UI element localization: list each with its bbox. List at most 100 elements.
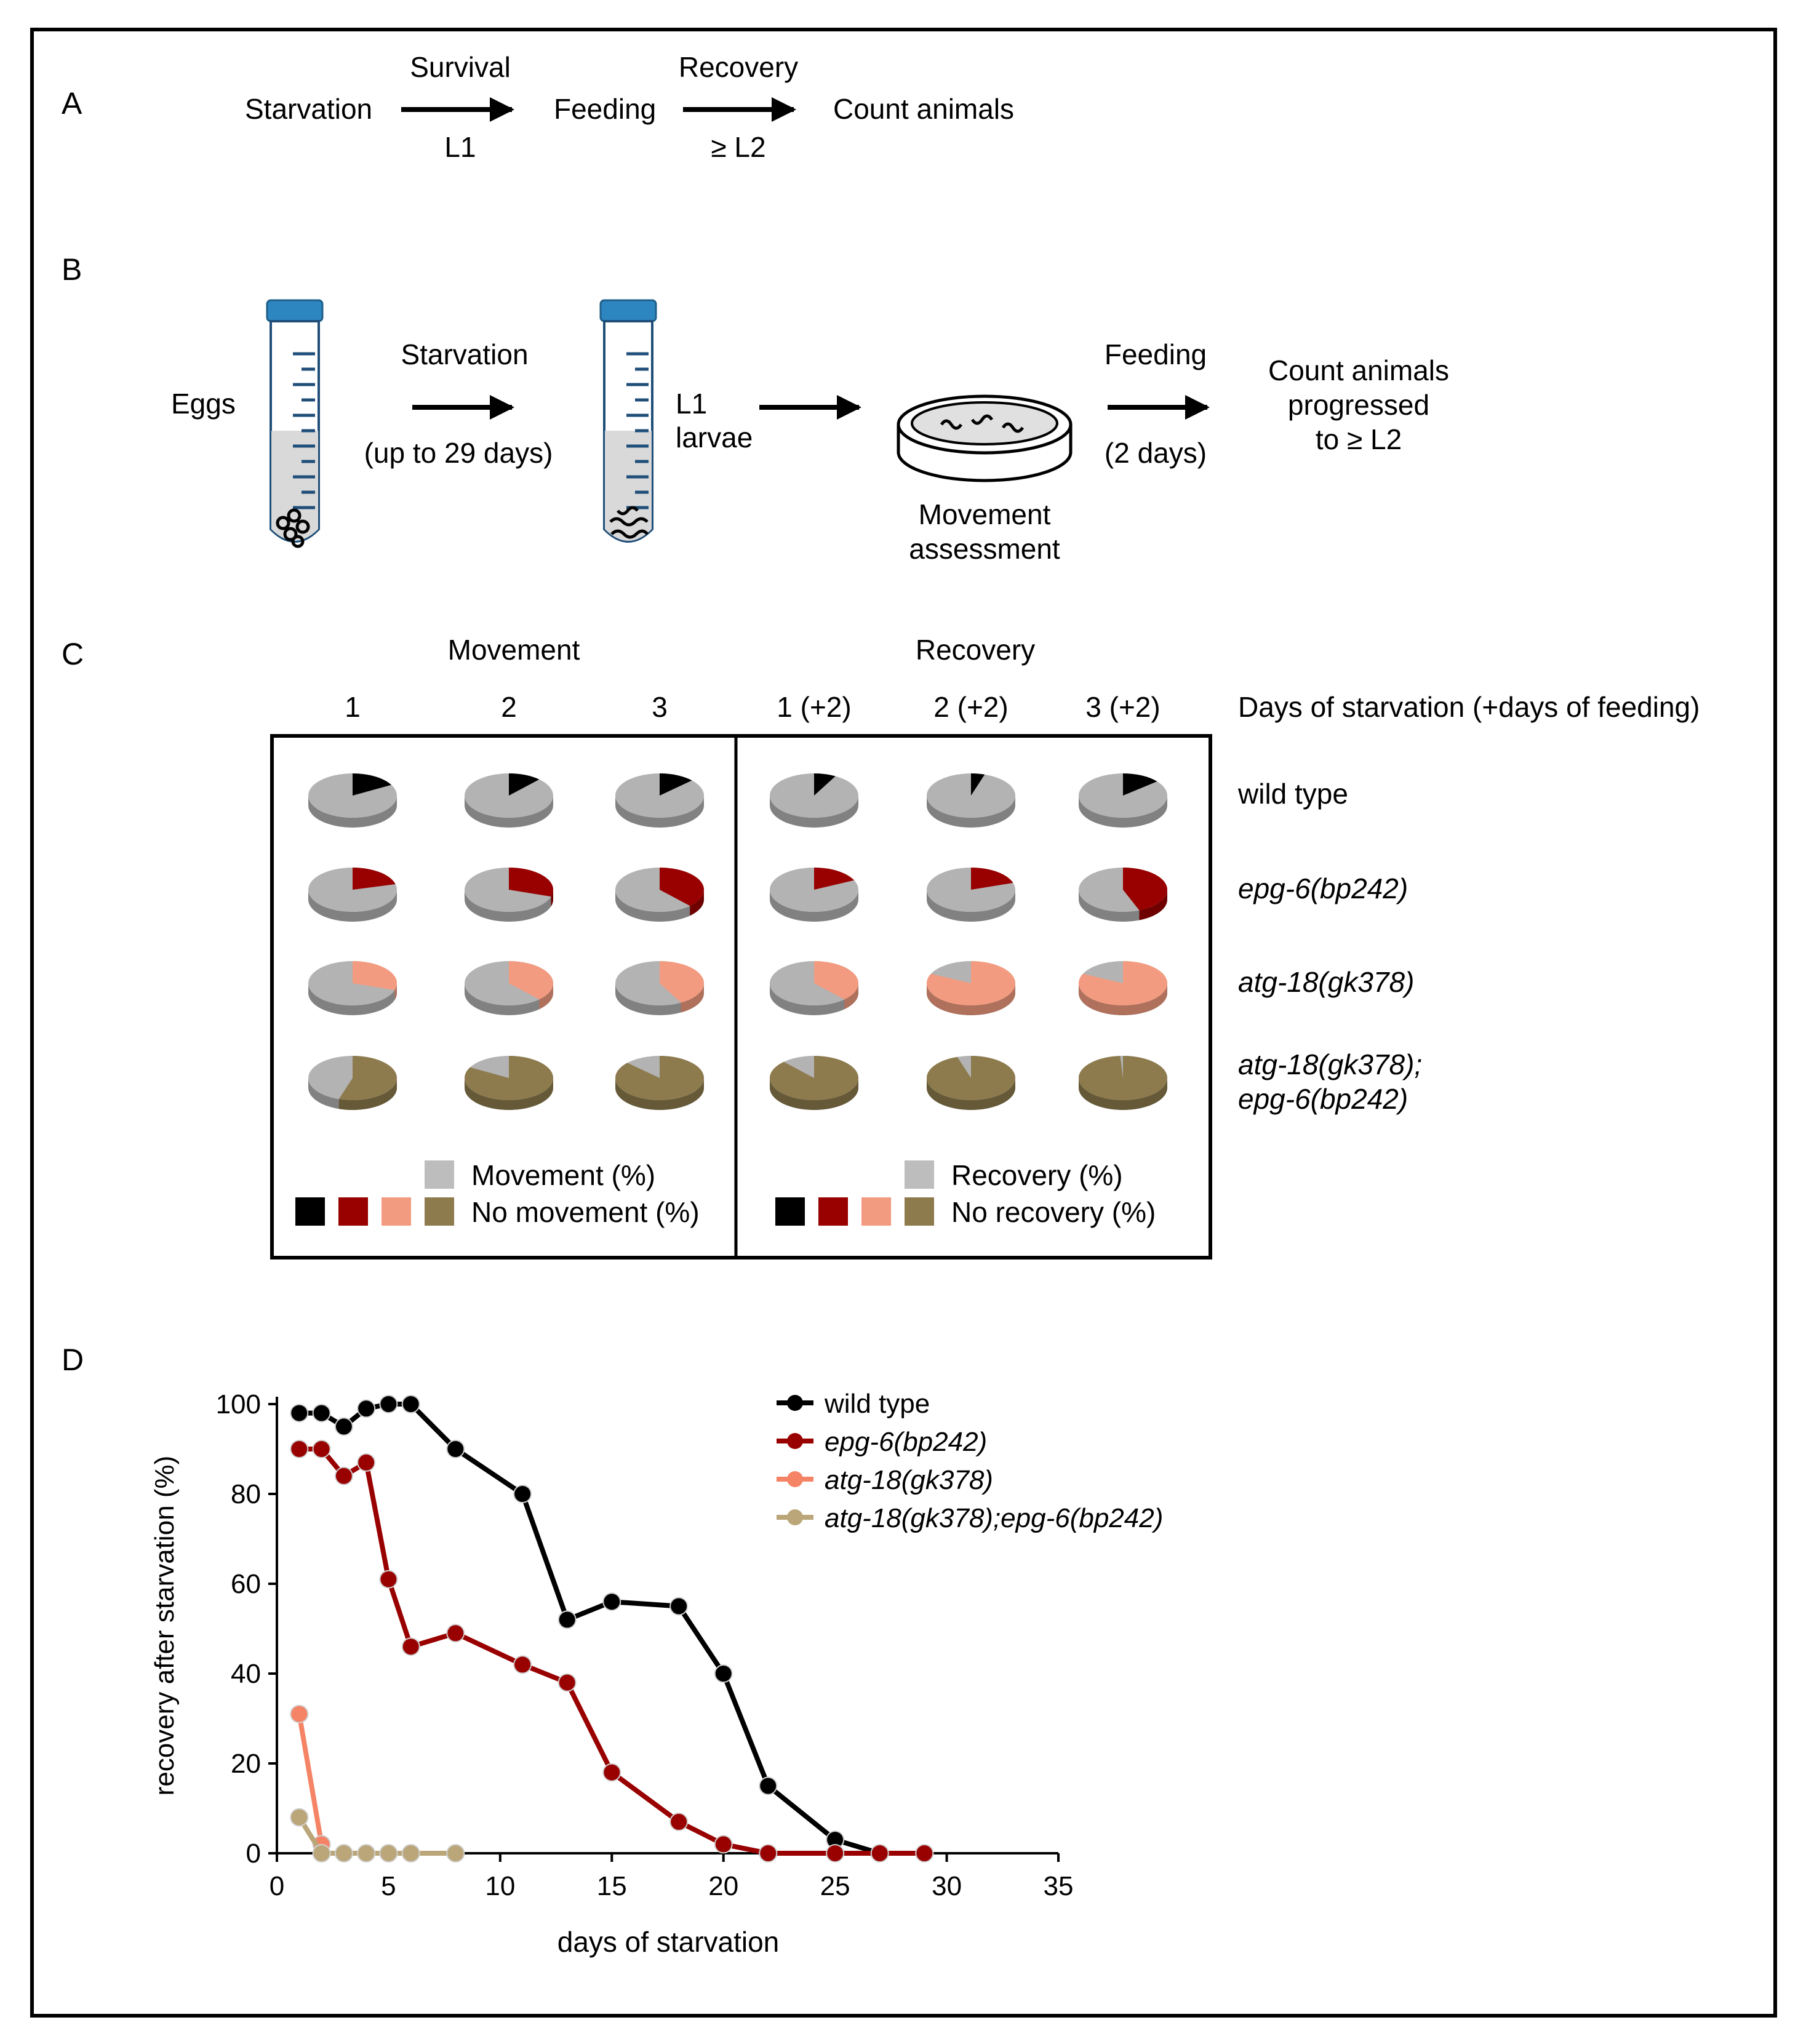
legend-marker-wild-type: [787, 1395, 803, 1411]
pie-r2-c5: [927, 868, 1015, 922]
data-point: [759, 1844, 778, 1862]
b-count-line3: to ≥ L2: [1316, 423, 1402, 455]
a-l1-label: L1: [444, 131, 476, 163]
pie-r1-c1: [308, 773, 397, 828]
b-count-line1: Count animals: [1268, 354, 1449, 386]
figure-frame: [30, 28, 1777, 2018]
legend-swatch-red-2: [818, 1197, 848, 1226]
b-count-line2: progressed: [1288, 389, 1429, 421]
legend-marker-atg18: [787, 1471, 803, 1487]
tube-eggs-icon: [266, 299, 324, 548]
pie-r4-c6: [1078, 1056, 1167, 1110]
c-box: [270, 734, 1212, 1260]
c-recovery-header: Recovery: [916, 634, 1035, 666]
legend-swatch-olive-2: [905, 1197, 934, 1226]
data-point: [401, 1637, 420, 1656]
panel-label-a: A: [62, 86, 82, 121]
legend-swatch-salmon: [382, 1197, 411, 1226]
y-tick-label: 40: [231, 1659, 261, 1689]
data-point: [446, 1440, 465, 1458]
b-l1-label: L1: [676, 388, 707, 420]
data-point: [379, 1844, 398, 1862]
panel-label-b: B: [62, 252, 82, 287]
legend-recovery: Recovery (%): [951, 1159, 1123, 1191]
series-4: [290, 1808, 465, 1862]
data-point: [669, 1597, 689, 1616]
legend-epg6: epg-6(bp242): [825, 1427, 987, 1457]
data-point: [334, 1466, 353, 1485]
c-legend-recovery: Recovery (%) No recovery (%): [775, 1159, 1156, 1228]
series-layer: [290, 1395, 934, 1862]
data-point: [513, 1485, 532, 1503]
data-point: [379, 1395, 398, 1413]
panel-d: D 0 5 10 15 20 25 30 35 0 20 40 60 80 100 days of sta…: [62, 1343, 1163, 1958]
data-point: [357, 1453, 376, 1472]
a-recovery-label: Recovery: [679, 51, 798, 83]
data-point: [290, 1440, 309, 1458]
legend-no-movement: No movement (%): [471, 1196, 700, 1228]
c-day-col-2: 2: [501, 691, 517, 723]
legend-double: atg-18(gk378);epg-6(bp242): [825, 1503, 1163, 1533]
pie-r1-c4: [770, 773, 858, 828]
data-point: [915, 1844, 934, 1862]
y-tick-label: 20: [231, 1749, 261, 1779]
pie-r2-c4: [770, 868, 858, 922]
a-survival-label: Survival: [410, 51, 511, 83]
data-point: [446, 1844, 465, 1862]
a-count-label: Count animals: [833, 93, 1014, 125]
panel-label-c: C: [62, 637, 84, 671]
y-tick-label: 100: [216, 1389, 261, 1419]
c-row-double-2: epg-6(bp242): [1238, 1083, 1408, 1115]
pie-r4-c1: [308, 1056, 397, 1111]
pie-r1-c5: [927, 773, 1015, 828]
data-point: [557, 1673, 577, 1692]
data-point: [714, 1835, 733, 1854]
data-point: [870, 1844, 889, 1862]
c-row-atg18: atg-18(gk378): [1238, 966, 1414, 998]
legend-swatch-black-2: [775, 1197, 805, 1226]
pie-r3-c5: [927, 961, 1015, 1015]
data-point: [513, 1655, 532, 1674]
x-tick-label: 10: [485, 1871, 515, 1901]
b-larvae-label: larvae: [676, 421, 753, 453]
panel-c: C Movement Recovery 1 2 3 1 (+2) 2 (+2) …: [62, 634, 1700, 1260]
data-point: [826, 1844, 845, 1862]
c-day-col-6: 3 (+2): [1085, 691, 1160, 723]
c-day-col-4: 1 (+2): [777, 691, 851, 723]
series-line: [297, 1714, 324, 1845]
pie-r2-c6: [1079, 868, 1167, 922]
series-line: [299, 1447, 925, 1856]
pie-r4-c4: [770, 1056, 858, 1110]
x-tick-label: 15: [597, 1871, 627, 1901]
c-row-epg6: epg-6(bp242): [1238, 872, 1408, 904]
c-legend-movement: Movement (%) No movement (%): [295, 1159, 700, 1228]
y-tick-label: 60: [231, 1569, 261, 1599]
data-point: [357, 1399, 376, 1418]
y-axis-label: recovery after starvation (%): [150, 1456, 180, 1796]
x-tick-label: 30: [932, 1871, 962, 1901]
c-row-wild-type: wild type: [1237, 778, 1348, 810]
series-1: [290, 1395, 934, 1862]
pie-r1-c6: [1079, 773, 1167, 828]
b-movement-label: Movement: [919, 498, 1051, 530]
series-line: [299, 1402, 925, 1856]
pie-r1-c2: [465, 773, 553, 828]
pie-r4-c3: [615, 1056, 704, 1110]
legend-swatch-recovery: [905, 1160, 934, 1189]
data-point: [379, 1570, 398, 1589]
pie-r3-c6: [1079, 961, 1168, 1015]
b-starvation-label: Starvation: [401, 338, 528, 370]
legend-movement: Movement (%): [471, 1159, 655, 1191]
legend-swatch-olive: [425, 1197, 454, 1226]
x-tick-label: 20: [708, 1871, 738, 1901]
pie-r3-c2: [465, 961, 554, 1015]
data-point: [334, 1417, 353, 1436]
data-point: [312, 1403, 331, 1423]
petri-dish-icon: [897, 394, 1073, 482]
axis-ticks: 0 5 10 15 20 25 30 35 0 20 40 60 80 100: [216, 1389, 1074, 1901]
data-point: [446, 1624, 465, 1643]
legend-atg18: atg-18(gk378): [825, 1465, 993, 1495]
x-tick-label: 0: [270, 1871, 284, 1901]
data-point: [290, 1704, 309, 1723]
